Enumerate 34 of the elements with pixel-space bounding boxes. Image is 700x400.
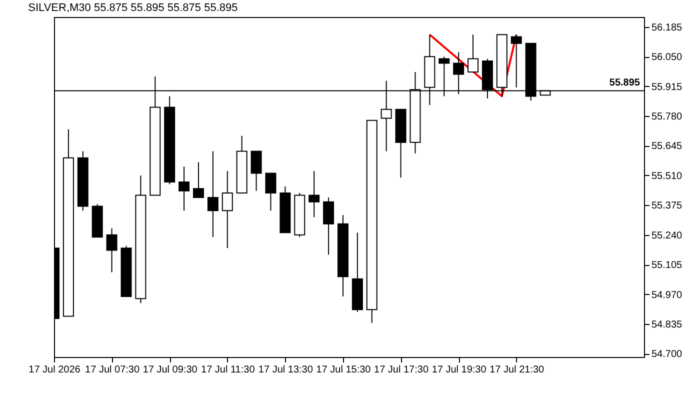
x-tick-label: 17 Jul 15:30 bbox=[316, 364, 372, 376]
candlestick bbox=[250, 150, 262, 192]
y-tick-label: 54.700 bbox=[652, 349, 683, 360]
y-tick-label: 55.780 bbox=[652, 112, 683, 123]
y-tick-label: 55.375 bbox=[652, 200, 683, 212]
ref-line-label: 55.895 bbox=[609, 78, 640, 89]
y-tick-label: 55.645 bbox=[652, 141, 683, 152]
candlestick bbox=[222, 170, 233, 249]
y-tick-label: 56.185 bbox=[652, 22, 683, 34]
y-tick-label: 56.050 bbox=[652, 52, 683, 64]
y-tick-label: 54.970 bbox=[652, 290, 683, 301]
candlestick bbox=[265, 172, 276, 212]
x-tick-label: 17 Jul 09:30 bbox=[142, 364, 198, 376]
candlestick bbox=[207, 150, 218, 238]
y-tick-label: 55.240 bbox=[652, 230, 683, 242]
candlestick bbox=[308, 170, 320, 218]
chart-title: SILVER,M30 55.875 55.895 55.875 55.895 bbox=[28, 2, 238, 14]
x-tick-label: 17 Jul 19:30 bbox=[432, 364, 487, 376]
candlestick bbox=[192, 162, 204, 198]
y-tick-label: 55.105 bbox=[652, 260, 683, 272]
x-tick-label: 17 Jul 07:30 bbox=[85, 364, 140, 376]
x-tick-label: 17 Jul 2026 bbox=[28, 364, 81, 376]
candlestick bbox=[468, 34, 479, 73]
y-tick-label: 55.510 bbox=[652, 170, 683, 182]
candlestick bbox=[106, 228, 118, 273]
x-tick-label: 17 Jul 21:30 bbox=[490, 364, 545, 376]
y-tick-label: 54.835 bbox=[652, 319, 683, 330]
candlestick bbox=[510, 34, 522, 88]
x-tick-label: 17 Jul 13:30 bbox=[258, 364, 314, 376]
x-tick-label: 17 Jul 11:30 bbox=[201, 364, 256, 376]
x-tick-label: 17 Jul 17:30 bbox=[374, 364, 429, 376]
candlestick bbox=[178, 166, 190, 212]
y-tick-label: 55.915 bbox=[652, 82, 683, 93]
candlestick bbox=[323, 196, 334, 256]
